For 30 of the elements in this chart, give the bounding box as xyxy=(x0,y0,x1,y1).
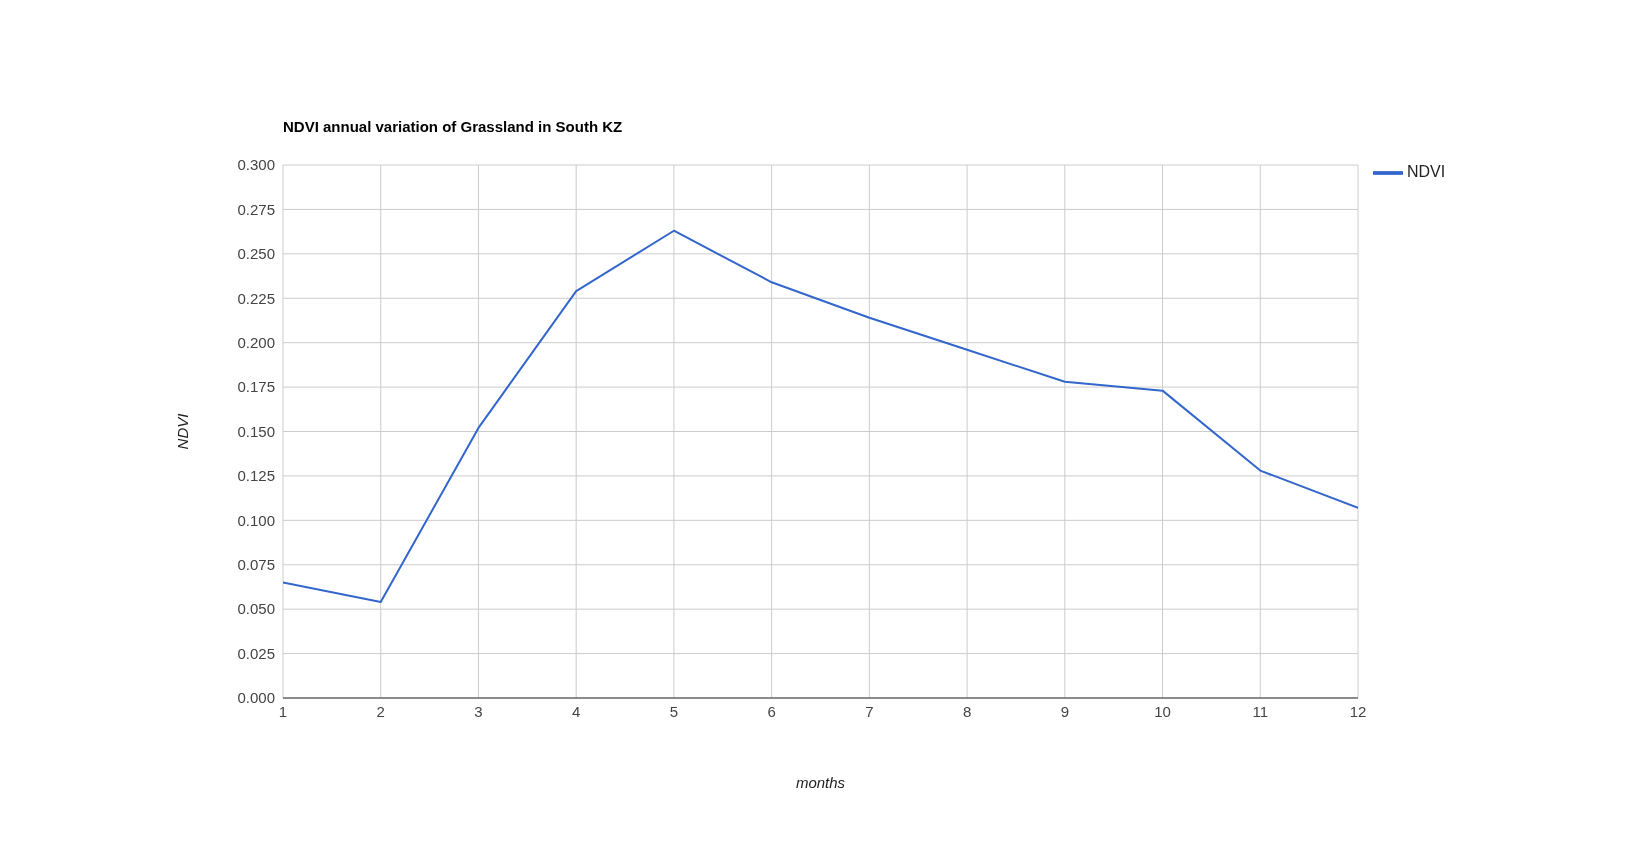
y-tick-label: 0.225 xyxy=(237,289,275,307)
x-axis-title: months xyxy=(795,774,846,791)
line-series xyxy=(283,229,1358,604)
x-tick-label: 6 xyxy=(767,702,776,720)
y-tick-label: 0.200 xyxy=(237,333,275,351)
y-tick-label: 0.025 xyxy=(237,644,275,662)
x-tick-label: 4 xyxy=(572,702,581,720)
y-tick-label: 0.300 xyxy=(237,156,275,174)
y-tick-label: 0.050 xyxy=(237,600,275,618)
y-axis-title: NDVI xyxy=(174,413,192,450)
x-tick-label: 11 xyxy=(1252,702,1269,720)
x-tick-label: 12 xyxy=(1349,702,1367,720)
x-tick-label: 10 xyxy=(1154,702,1171,720)
x-tick-label: 1 xyxy=(278,702,288,720)
x-tick-label: 2 xyxy=(376,702,385,720)
y-tick-label: 0.000 xyxy=(237,689,275,707)
y-tick-label: 0.100 xyxy=(237,511,275,529)
x-tick-label: 3 xyxy=(474,702,483,720)
y-tick-label: 0.125 xyxy=(237,467,275,485)
y-tick-label: 0.250 xyxy=(237,245,275,263)
chart-title: NDVI annual variation of Grassland in South KZ xyxy=(283,118,623,135)
x-tick-label: 9 xyxy=(1060,702,1069,720)
y-tick-label: 0.175 xyxy=(237,378,275,396)
y-tick-label: 0.075 xyxy=(237,556,275,574)
x-tick-label: 5 xyxy=(669,702,679,720)
y-tick-label: 0.150 xyxy=(237,422,275,440)
legend-label: NDVI xyxy=(1407,163,1446,181)
x-tick-label: 8 xyxy=(962,702,972,720)
y-tick-label: 0.275 xyxy=(237,200,275,218)
x-tick-label: 7 xyxy=(865,702,874,720)
